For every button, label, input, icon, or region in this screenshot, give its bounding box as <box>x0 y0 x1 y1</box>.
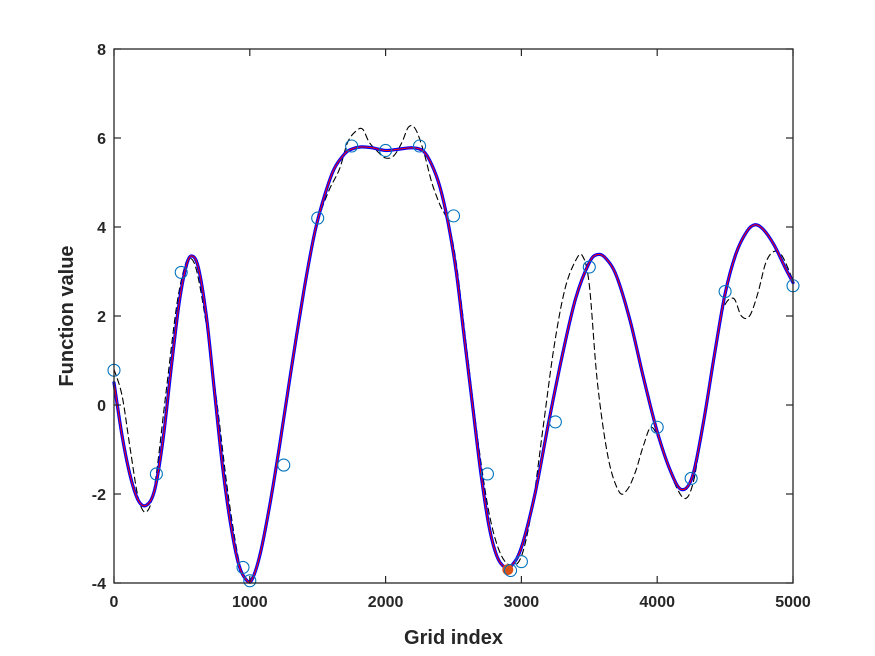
sample-point-marker <box>236 560 250 574</box>
y-tick-label: -2 <box>92 487 106 504</box>
y-tick-label: -4 <box>92 576 106 593</box>
sample-point-marker <box>548 415 562 429</box>
sample-point-marker <box>480 467 495 481</box>
y-tick-label: 6 <box>97 131 106 148</box>
marker-layer <box>107 139 800 588</box>
y-tick-label: 4 <box>97 220 106 237</box>
x-axis-label: Grid index <box>404 627 503 649</box>
sample-point-marker <box>149 467 163 481</box>
sample-point-marker <box>277 458 291 472</box>
sample-point-marker <box>684 471 698 485</box>
x-tick-label: 3000 <box>504 594 540 611</box>
sample-point-marker <box>503 563 518 578</box>
sample-point-marker <box>446 209 461 223</box>
plot-area-background <box>114 49 793 583</box>
y-tick-label: 8 <box>97 42 106 59</box>
sample-point-marker <box>243 574 257 588</box>
series-line-dashed <box>113 124 794 582</box>
sample-point-marker <box>650 420 664 434</box>
sample-point-marker <box>379 143 393 158</box>
sample-point-marker <box>311 211 325 225</box>
sample-point-marker <box>582 260 596 274</box>
sample-point-marker <box>718 284 732 299</box>
sample-point-marker <box>412 139 427 153</box>
y-tick-label: 2 <box>97 309 106 326</box>
series-layer <box>112 124 795 584</box>
x-tick-label: 5000 <box>775 594 811 611</box>
y-axis-label: Function value <box>56 245 78 386</box>
x-tick-label: 2000 <box>368 594 404 611</box>
x-tick-label: 1000 <box>232 594 268 611</box>
x-tick-label: 4000 <box>639 594 675 611</box>
series-line-solid-thin <box>113 146 794 583</box>
x-tick-label: 0 <box>110 594 119 611</box>
tick-layer: 0 1000 2000 3000 4000 5000 -4 -2 0 2 4 6 8 <box>92 42 811 611</box>
sample-point-marker <box>514 555 528 569</box>
sample-point-marker <box>174 265 188 279</box>
sample-point-marker <box>345 139 359 153</box>
y-tick-label: 0 <box>97 398 106 415</box>
